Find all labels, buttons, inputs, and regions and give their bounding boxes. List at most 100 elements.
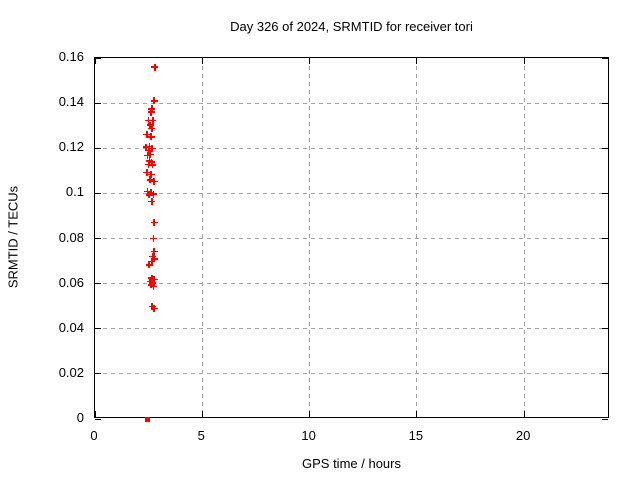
data-point-plus	[143, 168, 151, 176]
data-point-plus	[144, 188, 152, 196]
data-point-plus	[146, 176, 154, 184]
y-axis-tick	[602, 102, 608, 104]
y-axis-tick	[95, 238, 101, 239]
data-point-plus	[150, 282, 158, 290]
horizontal-gridline	[95, 373, 608, 375]
plot-area	[94, 57, 609, 422]
data-point-plus	[144, 152, 152, 160]
data-point-plus	[149, 252, 157, 260]
data-point-plus	[148, 198, 156, 206]
data-point-plus	[150, 255, 158, 263]
x-axis-tick	[309, 58, 311, 64]
horizontal-gridline	[95, 102, 608, 104]
data-point-plus	[143, 130, 151, 138]
y-tick-label: 0.14	[58, 94, 84, 110]
data-point-plus	[144, 160, 152, 168]
x-tick-label: 15	[408, 428, 424, 443]
x-tick-label: 5	[197, 428, 205, 443]
y-axis-tick	[95, 102, 101, 104]
data-point-plus	[148, 161, 156, 169]
x-axis-tick	[416, 58, 418, 64]
data-point-plus	[147, 170, 155, 178]
horizontal-gridline	[95, 283, 608, 285]
data-point-plus	[147, 281, 155, 289]
x-axis-tick	[94, 411, 96, 417]
data-point-plus	[148, 303, 156, 311]
x-axis-tick	[523, 58, 525, 64]
data-point-plus	[150, 218, 158, 226]
data-point-plus	[147, 188, 155, 196]
data-point-plus	[150, 178, 158, 186]
vertical-gridline	[523, 58, 525, 417]
horizontal-gridline	[95, 238, 608, 239]
y-axis-tick	[95, 147, 101, 149]
data-point-plus	[148, 125, 156, 133]
y-tick-label: 0.1	[65, 184, 84, 200]
y-axis-tick	[602, 238, 608, 239]
x-axis-tick	[416, 411, 418, 417]
data-point-plus	[147, 158, 155, 166]
x-axis-tick	[309, 411, 311, 417]
data-point-plus	[146, 150, 154, 158]
horizontal-gridline	[95, 147, 608, 149]
x-axis-label: GPS time / hours	[302, 456, 401, 471]
data-point-plus	[146, 157, 153, 165]
y-tick-label: 0	[76, 410, 84, 425]
data-point-plus	[150, 190, 158, 198]
y-tick-label: 0.12	[58, 139, 84, 155]
x-tick-label: 20	[515, 428, 531, 443]
data-point-plus	[150, 305, 158, 313]
y-axis-tick	[95, 192, 101, 194]
data-point-plus	[147, 108, 155, 116]
data-point-plus	[147, 133, 155, 141]
data-point-plus	[145, 191, 153, 199]
data-point-square	[145, 416, 151, 422]
y-axis-tick	[95, 418, 101, 420]
y-axis-tick	[602, 328, 608, 330]
data-point-plus	[144, 117, 152, 125]
y-axis-tick	[95, 373, 101, 375]
y-axis-tick	[602, 192, 608, 194]
y-axis-tick	[95, 283, 101, 285]
x-tick-label: 10	[301, 428, 316, 443]
chart-title: Day 326 of 2024, SRMTID for receiver tor…	[230, 19, 473, 34]
y-axis-tick	[602, 418, 608, 420]
y-axis-tick	[95, 57, 101, 59]
data-point-plus	[151, 63, 159, 71]
data-point-plus	[150, 97, 158, 105]
vertical-gridline	[416, 58, 418, 417]
y-tick-label: 0.02	[58, 364, 84, 380]
data-point-plus	[148, 274, 156, 282]
y-axis-tick	[95, 328, 101, 330]
y-axis-tick	[602, 283, 608, 285]
data-point-plus	[149, 116, 157, 124]
vertical-gridline	[309, 58, 311, 417]
horizontal-gridline	[95, 192, 608, 194]
y-tick-label: 0.06	[58, 274, 84, 290]
x-axis-tick	[523, 411, 525, 417]
data-point-plus	[148, 144, 156, 152]
y-axis-tick	[602, 147, 608, 149]
vertical-gridline	[201, 58, 203, 417]
x-axis-tick	[201, 411, 203, 417]
data-point-plus	[146, 143, 153, 151]
data-point-plus	[150, 276, 158, 284]
y-tick-label: 0.08	[58, 229, 84, 245]
y-axis-tick	[602, 57, 608, 59]
x-axis-tick	[201, 58, 203, 64]
data-point-plus	[148, 258, 156, 265]
x-tick-label: 0	[90, 428, 98, 443]
y-tick-label: 0.04	[58, 319, 84, 335]
x-axis-tick	[94, 58, 96, 64]
data-point-plus	[145, 261, 153, 269]
data-point-plus	[144, 147, 152, 154]
data-point-plus	[146, 278, 154, 286]
data-point-plus	[146, 121, 154, 129]
y-tick-label: 0.16	[58, 49, 84, 64]
horizontal-gridline	[95, 328, 608, 330]
y-axis-label: SRMTID / TECUs	[5, 185, 21, 289]
y-axis-tick	[602, 373, 608, 375]
data-point-plus	[150, 234, 158, 242]
data-point-plus	[150, 248, 158, 256]
